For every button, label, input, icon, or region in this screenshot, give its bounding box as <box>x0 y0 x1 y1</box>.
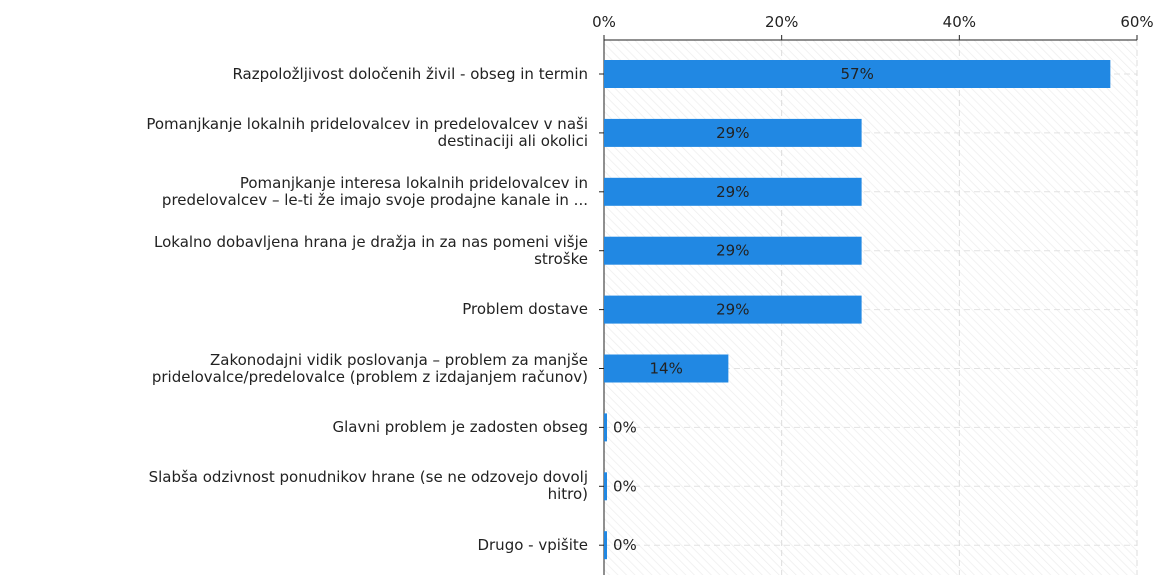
bar <box>604 531 607 560</box>
x-tick-label: 20% <box>765 13 798 31</box>
y-tick-label: Slabša odzivnost ponudnikov hrane (se ne… <box>148 468 588 504</box>
y-tick-label: Lokalno dobavljena hrana je dražja in za… <box>154 232 588 268</box>
bar <box>604 236 862 265</box>
bar <box>604 60 1111 88</box>
data-label: 0% <box>613 536 637 554</box>
data-label: 0% <box>613 477 637 495</box>
y-tick-label: Drugo - vpišite <box>477 535 588 554</box>
data-label: 0% <box>613 418 637 436</box>
data-label: 29% <box>716 301 749 319</box>
y-tick-label: Glavni problem je zadosten obseg <box>332 417 588 436</box>
x-tick-label: 40% <box>943 13 976 31</box>
y-tick-label: Razpoložljivost določenih živil - obseg … <box>232 64 588 83</box>
data-label: 29% <box>716 124 749 142</box>
bar <box>604 472 607 501</box>
data-label: 14% <box>650 360 683 378</box>
y-tick-label: Problem dostave <box>462 300 588 319</box>
data-label: 57% <box>841 65 874 83</box>
y-tick-label: Pomanjkanje interesa lokalnih prideloval… <box>161 173 588 209</box>
bar <box>604 413 607 442</box>
bar <box>604 177 862 206</box>
data-label: 29% <box>716 183 749 201</box>
bar <box>604 118 862 147</box>
bar <box>604 354 729 383</box>
bar <box>604 295 862 324</box>
x-tick-label: 60% <box>1120 13 1153 31</box>
x-tick-label: 0% <box>592 13 616 31</box>
data-label: 29% <box>716 242 749 260</box>
y-tick-label: Zakonodajni vidik poslovanja – problem z… <box>151 350 588 386</box>
y-tick-label: Pomanjkanje lokalnih pridelovalcev in pr… <box>146 114 588 150</box>
